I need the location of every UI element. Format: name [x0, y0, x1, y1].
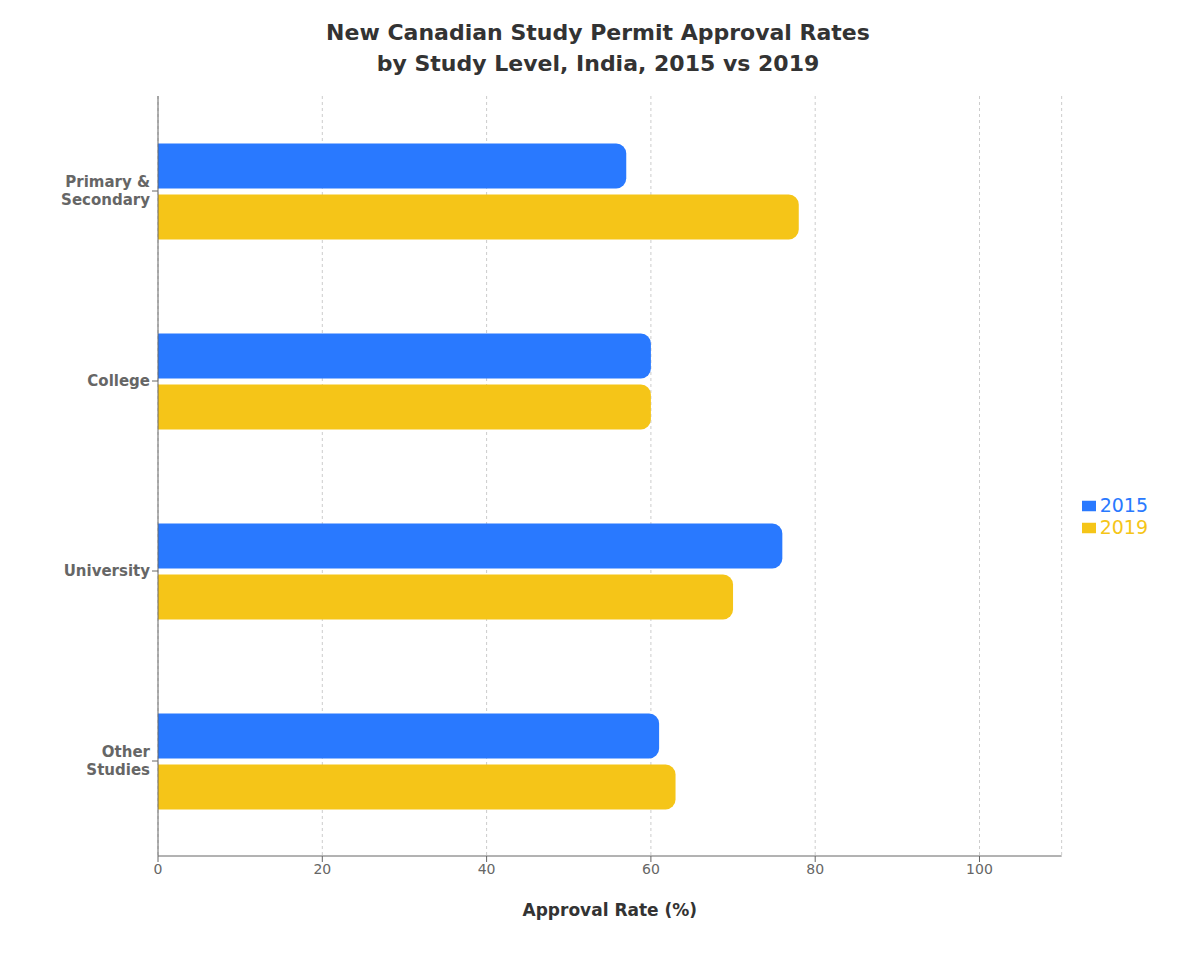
- svg-text:Primary &Secondary: Primary &Secondary: [61, 173, 150, 209]
- svg-text:40: 40: [478, 861, 496, 877]
- svg-text:100: 100: [966, 861, 993, 877]
- html-text:by Study Level, India, 2015 vs: by Study Level, India, 2015 vs 2019: [376, 50, 820, 76]
- svg-text:Approval Rate (%): Approval Rate (%): [523, 900, 698, 920]
- html-text:2015: 2015: [1099, 493, 1148, 516]
- html-text:2019: 2019: [1099, 515, 1148, 538]
- svg-text:University: University: [64, 562, 151, 580]
- svg-text:OtherStudies: OtherStudies: [86, 743, 150, 779]
- svg-text:College: College: [87, 372, 150, 390]
- html-text:New Canadian Study Permit Appr: New Canadian Study Permit Approval Rates: [326, 20, 870, 45]
- svg-text:60: 60: [642, 861, 660, 877]
- svg-text:20: 20: [313, 861, 331, 877]
- svg-text:0: 0: [154, 861, 163, 877]
- svg-text:80: 80: [806, 861, 824, 877]
